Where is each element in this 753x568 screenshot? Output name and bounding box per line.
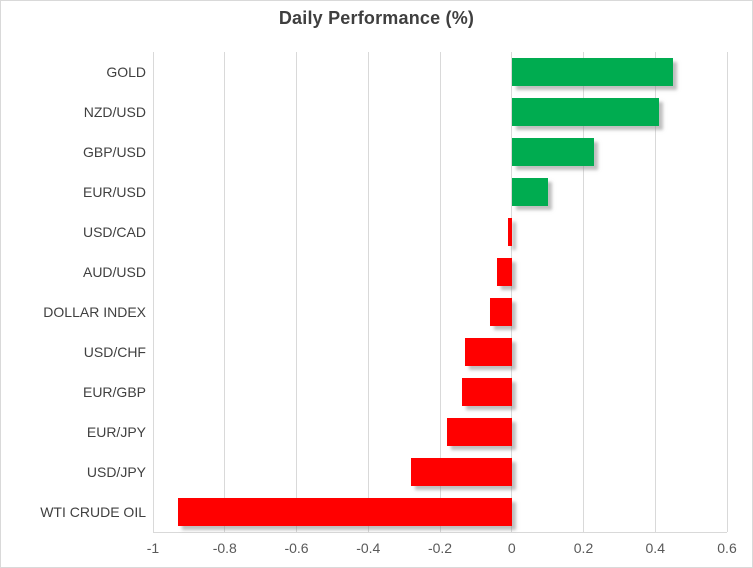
gridline--0.2 [439,52,441,532]
x-tick--0.4: -0.4 [356,540,381,556]
category-label-aud-usd: AUD/USD [82,264,146,280]
gridline--0.6 [296,52,297,532]
gridline-0 [511,52,513,532]
category-label-gbp-usd: GBP/USD [82,144,146,160]
bar-eur-gbp [461,378,512,406]
bar-nzd-usd [511,98,659,126]
category-label-dollar-index: DOLLAR INDEX [43,304,146,320]
category-label-nzd-usd: NZD/USD [83,104,146,120]
x-tick-0.6: 0.6 [717,540,737,556]
bar-usd-chf [465,338,512,366]
x-tick--0.8: -0.8 [212,540,237,556]
category-label-eur-jpy: EUR/JPY [86,424,146,440]
category-label-eur-gbp: EUR/GBP [82,384,146,400]
category-label-usd-jpy: USD/JPY [86,464,146,480]
bar-usd-cad [508,218,512,246]
plot-area [152,52,728,533]
gridline--0.8 [224,52,226,532]
x-tick-0: 0 [507,540,516,556]
x-tick-0.2: 0.2 [573,540,594,556]
x-tick-0.4: 0.4 [645,540,665,556]
x-tick--1: -1 [146,540,160,556]
bar-wti-crude-oil [178,498,512,526]
category-axis: GOLD NZD/USD GBP/USD EUR/USD USD/CAD AUD/USD D… [1,52,146,532]
bar-eur-usd [511,178,548,206]
category-label-gold: GOLD [106,64,146,80]
category-label-eur-usd: EUR/USD [82,184,146,200]
gridline-0.4 [654,52,656,532]
x-tick--0.6: -0.6 [284,540,309,556]
bar-aud-usd [497,258,512,286]
x-tick--0.2: -0.2 [427,540,453,556]
gridline-0.6 [726,52,728,532]
x-axis-line [153,532,727,533]
bar-dollar-index [490,298,512,326]
bar-usd-jpy [411,458,512,486]
category-label-usd-chf: USD/CHF [83,344,146,360]
gridline--1 [152,52,154,532]
category-label-usd-cad: USD/CAD [82,224,146,240]
bar-eur-jpy [447,418,512,446]
bar-gbp-usd [511,138,595,166]
category-label-wti-crude-oil: WTI CRUDE OIL [40,504,146,520]
gridline--0.4 [367,52,369,532]
chart-title: Daily Performance (%) [278,8,475,28]
gridline-0.2 [583,52,584,532]
bar-gold [511,58,674,86]
